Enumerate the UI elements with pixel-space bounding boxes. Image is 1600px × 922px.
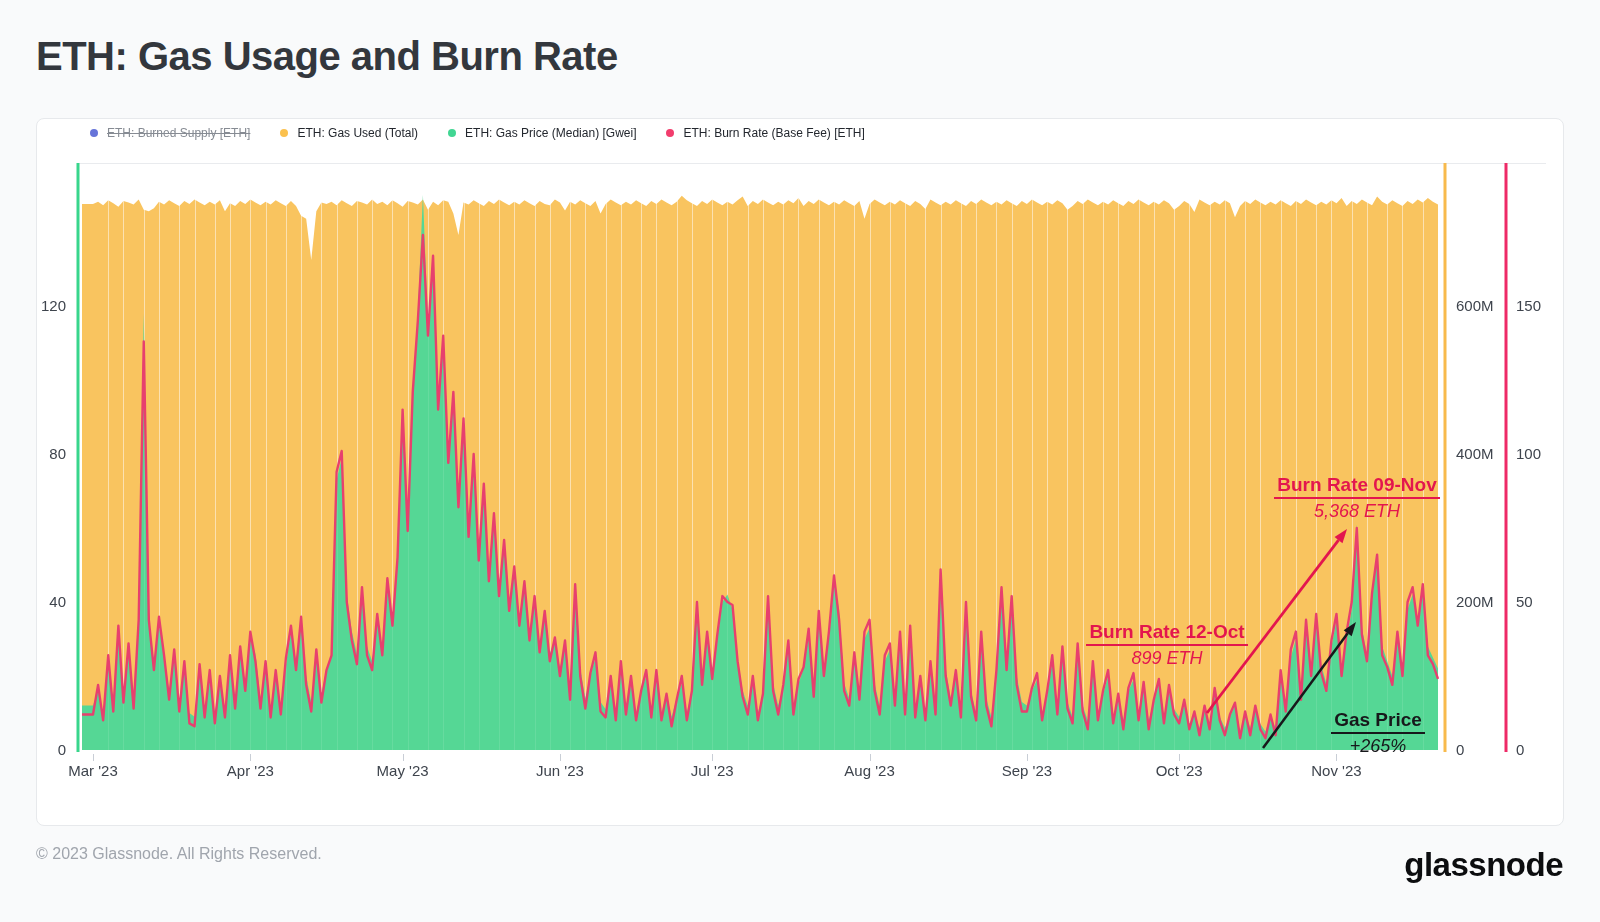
legend-label: ETH: Gas Price (Median) [Gwei] bbox=[465, 126, 636, 140]
legend-dot bbox=[666, 129, 674, 137]
legend-item[interactable]: ETH: Burned Supply [ETH] bbox=[90, 126, 250, 140]
legend-item[interactable]: ETH: Gas Price (Median) [Gwei] bbox=[448, 126, 636, 140]
copyright-text: © 2023 Glassnode. All Rights Reserved. bbox=[36, 845, 322, 863]
legend-dot bbox=[448, 129, 456, 137]
legend-item[interactable]: ETH: Burn Rate (Base Fee) [ETH] bbox=[666, 126, 864, 140]
legend-dot bbox=[280, 129, 288, 137]
chart-legend: ETH: Burned Supply [ETH] ETH: Gas Used (T… bbox=[90, 126, 865, 140]
glassnode-logo: glassnode bbox=[1404, 846, 1563, 884]
legend-label: ETH: Gas Used (Total) bbox=[297, 126, 418, 140]
legend-label: ETH: Burn Rate (Base Fee) [ETH] bbox=[683, 126, 864, 140]
legend-label: ETH: Burned Supply [ETH] bbox=[107, 126, 250, 140]
legend-item[interactable]: ETH: Gas Used (Total) bbox=[280, 126, 418, 140]
legend-dot bbox=[90, 129, 98, 137]
chart-panel bbox=[36, 118, 1564, 826]
page-title: ETH: Gas Usage and Burn Rate bbox=[36, 34, 618, 79]
